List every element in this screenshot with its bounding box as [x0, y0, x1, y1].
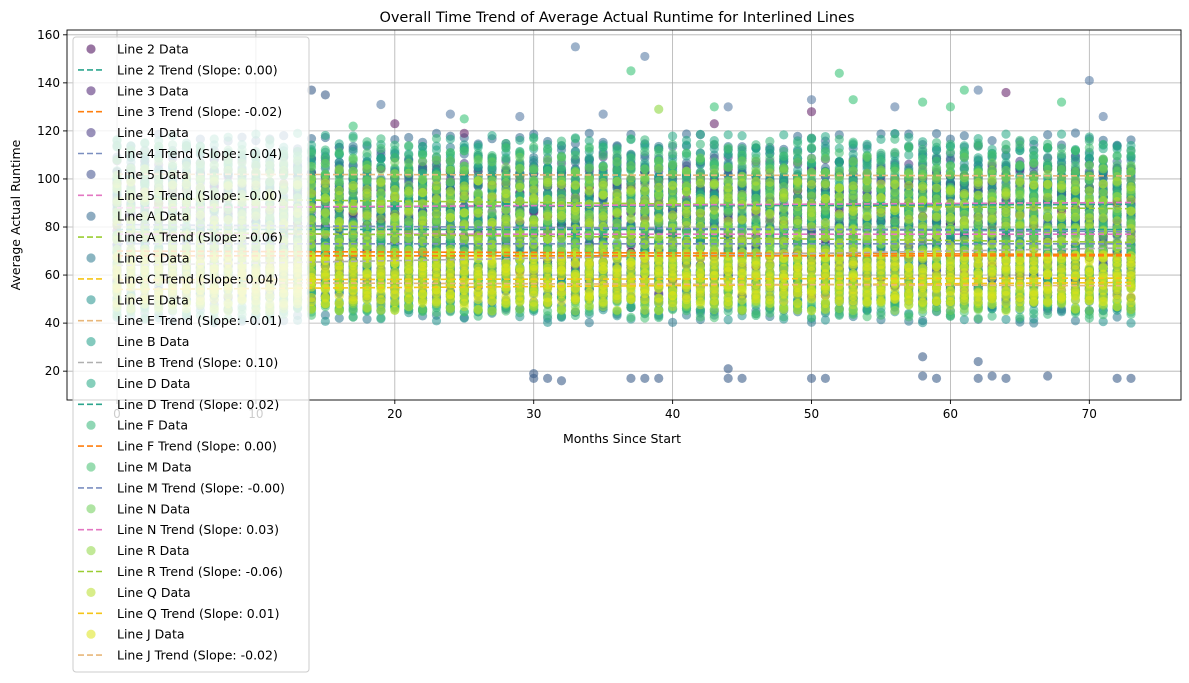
chart-title: Overall Time Trend of Average Actual Run… — [379, 10, 854, 26]
data-point — [668, 318, 677, 327]
data-point — [1001, 315, 1010, 324]
data-point — [404, 133, 413, 142]
data-point — [1071, 316, 1080, 325]
data-point — [321, 317, 330, 326]
data-point — [362, 314, 371, 323]
data-point — [1071, 128, 1080, 137]
data-point — [1043, 130, 1052, 139]
data-point — [724, 315, 733, 324]
data-point — [1126, 318, 1135, 327]
data-point — [918, 318, 927, 327]
data-point — [987, 136, 996, 145]
data-point — [432, 316, 441, 325]
data-point — [960, 131, 969, 140]
data-point — [585, 318, 594, 327]
data-point — [821, 315, 830, 324]
data-point — [932, 129, 941, 138]
